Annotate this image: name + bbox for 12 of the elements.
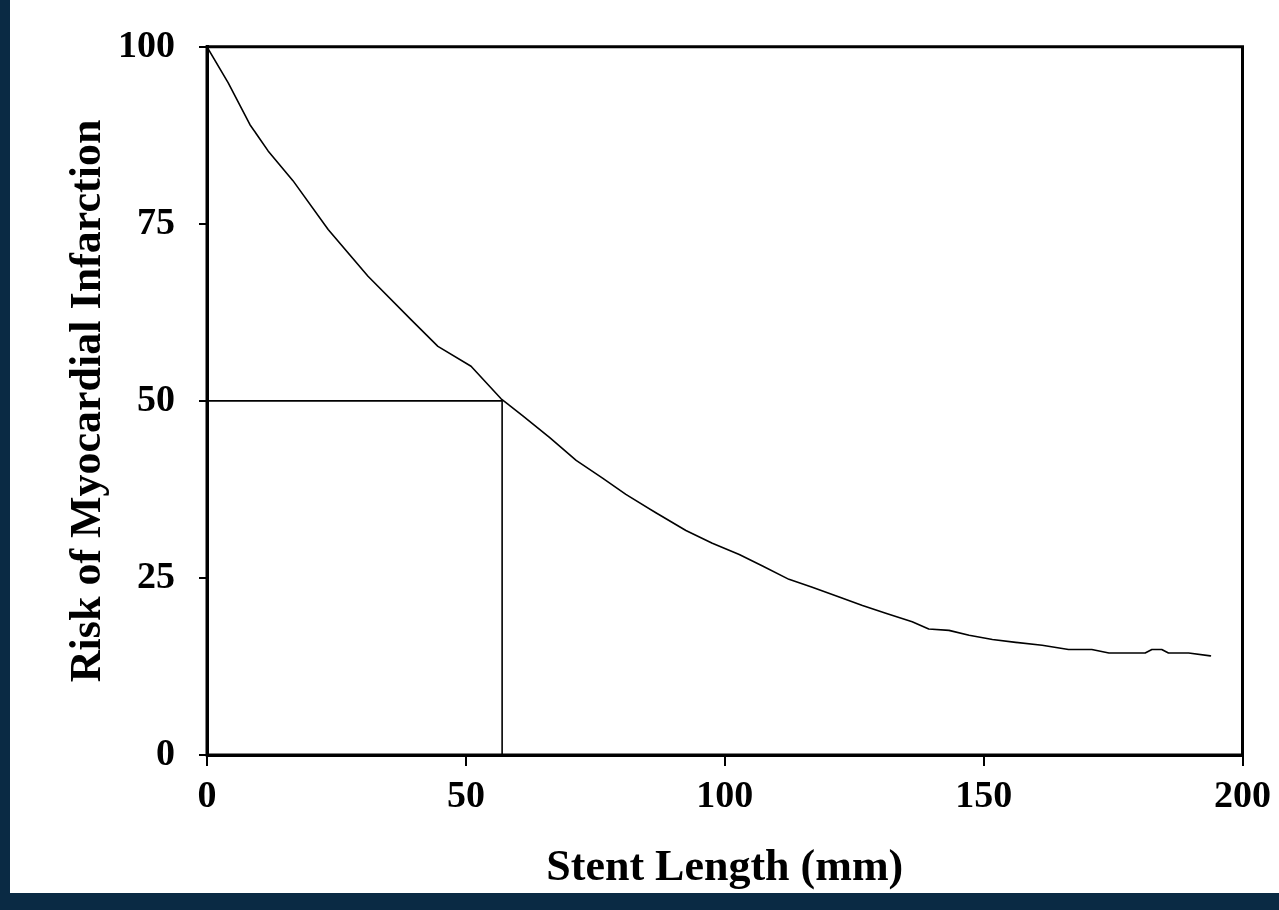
y-tick-label: 50 [137,376,175,419]
y-tick-label: 100 [118,22,175,65]
x-tick-label: 50 [446,772,485,815]
x-tick-label: 200 [1214,772,1271,815]
y-axis-title: Risk of Myocardial Infarction [60,119,110,683]
x-tick-label: 0 [197,772,217,815]
x-axis-title: Stent Length (mm) [546,840,904,890]
y-tick-label: 25 [137,553,175,596]
y-tick-label: 75 [137,199,175,242]
y-tick-label: 0 [156,730,175,773]
x-tick-label: 100 [696,772,754,815]
x-tick-label: 150 [955,772,1013,815]
